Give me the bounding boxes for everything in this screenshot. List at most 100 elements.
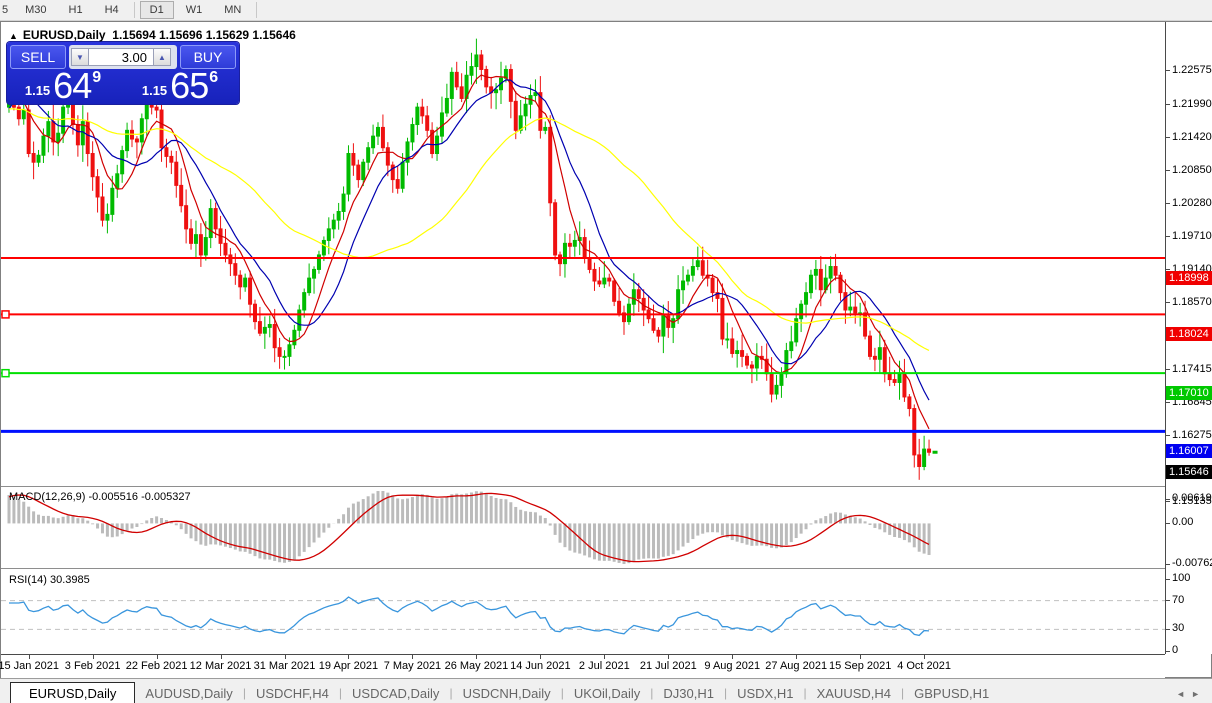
tab-separator: | [803,686,807,700]
date-tick [476,655,478,659]
price-axis-label: 1.19710 [1172,229,1212,242]
rsi-axis-label: 70 [1172,593,1185,606]
axis-tick [1166,578,1170,580]
axis-tick [1166,435,1170,437]
timeframe-button-h1[interactable]: H1 [68,4,83,16]
line-anchor-1.18024[interactable] [1,310,10,319]
date-tick [348,655,350,659]
rsi-axis-label: 0 [1172,644,1179,656]
macd-signal-line [8,492,930,563]
tab-ukoil-daily[interactable]: UKOil,Daily [573,686,641,701]
buy-button[interactable]: BUY [180,45,236,69]
x-axis-label: 14 Jun 2021 [510,660,571,672]
moving-average-medium [8,79,930,401]
price-tag-1.16007: 1.16007 [1166,444,1212,459]
axis-tick [1166,104,1170,106]
rsi-axis-label: 30 [1172,622,1185,635]
axis-tick [1166,499,1170,500]
date-tick [732,655,734,659]
tab-audusd-daily[interactable]: AUDUSD,Daily [145,686,233,701]
buy-price-display[interactable]: 1.15 65 6 [125,68,235,104]
pane-splitter[interactable] [1,486,1211,487]
tab-separator: | [650,686,654,700]
price-axis-label: 1.22575 [1172,63,1212,76]
axis-tick [1166,170,1170,172]
volume-increase-button[interactable]: ▲ [153,48,171,66]
tab-scroll-arrows[interactable]: ◄► [1176,689,1206,699]
axis-tick [1166,600,1170,602]
axis-tick [1166,369,1170,371]
chart-window: ▲ EURUSD,Daily 1.15694 1.15696 1.15629 1.… [0,21,1212,678]
tab-separator: | [338,686,343,700]
x-axis-label: 22 Feb 2021 [125,660,188,672]
price-axis-label: 1.16275 [1172,428,1212,441]
x-axis-label: 3 Feb 2021 [64,660,121,672]
sell-button[interactable]: SELL [10,45,66,69]
tab-usdcnh-daily[interactable]: USDCNH,Daily [462,686,551,701]
timeframe-button-5[interactable]: 5 [2,4,9,16]
rsi-label: RSI(14) 30.3985 [9,574,90,586]
price-tag-1.18998: 1.18998 [1166,270,1212,285]
x-axis-label: 26 May 2021 [444,660,509,672]
macd-label: MACD(12,26,9) -0.005516 -0.005327 [9,491,191,503]
axis-tick [1166,203,1170,205]
date-tick [412,655,414,659]
rsi-chart-canvas[interactable] [1,570,1165,653]
tab-scroll-left-icon[interactable]: ◄ [1176,689,1192,699]
tab-separator: | [723,686,728,700]
price-axis-label: 1.18570 [1172,295,1212,308]
price-axis: 1.22575 1.21990 1.21420 1.20850 1.20280 1.197… [1165,22,1212,656]
x-axis-label: 15 Jan 2021 [0,660,59,672]
date-tick [668,655,670,659]
volume-decrease-button[interactable]: ▼ [71,48,89,66]
date-tick [604,655,606,659]
sell-price-display[interactable]: 1.15 64 9 [8,68,118,104]
current-price-marker [932,450,938,454]
date-tick [28,655,30,659]
chart-ohlc-values: 1.15694 1.15696 1.15629 1.15646 [112,28,296,42]
buy-price-prefix: 1.15 [141,83,168,98]
tab-xauusd-h4[interactable]: XAUUSD,H4 [816,686,892,701]
tab-usdx-h1[interactable]: USDX,H1 [737,686,794,701]
symbol-tab-bar: EURUSD,Daily AUDUSD,Daily | USDCHF,H4 | USDCA… [0,678,1212,703]
tab-scroll-right-icon[interactable]: ► [1191,689,1206,699]
price-axis-label: 1.17415 [1172,362,1212,375]
line-anchor-1.1701[interactable] [1,368,10,378]
moving-average-fast [8,74,930,430]
timeframe-button-d1[interactable]: D1 [139,1,174,19]
axis-tick [1166,302,1170,304]
price-chart-canvas[interactable] [1,23,1165,486]
tab-gbpusd-h1[interactable]: GBPUSD,H1 [914,686,990,701]
macd-chart-canvas[interactable] [1,488,1165,567]
axis-tick [1166,402,1170,404]
timeframe-button-mn[interactable]: MN [224,4,242,16]
tab-usdcad-daily[interactable]: USDCAD,Daily [352,686,440,701]
macd-axis-label: 0.006193 [1172,492,1212,504]
buy-price-pip: 6 [209,69,219,86]
price-axis-label: 1.15135 [1172,494,1212,507]
macd-histogram [7,491,931,564]
axis-tick [1166,137,1170,139]
volume-input[interactable] [89,48,153,66]
timeframe-button-h4[interactable]: H4 [104,4,119,16]
date-tick [796,655,798,659]
tab-dj30-h1[interactable]: DJ30,H1 [663,686,714,701]
volume-spinner: ▼ ▲ [69,45,177,69]
tab-eurusd-daily[interactable]: EURUSD,Daily [10,682,136,703]
collapse-arrow-icon[interactable]: ▲ [9,31,18,41]
rsi-axis-label: 100 [1172,572,1191,584]
x-axis-label: 12 Mar 2021 [189,660,252,672]
x-axis-label: 27 Aug 2021 [765,660,828,672]
axis-tick [1166,70,1170,72]
timeframe-button-m30[interactable]: M30 [25,4,47,16]
x-axis-label: 31 Mar 2021 [253,660,316,672]
date-tick [92,655,94,659]
chart-symbol-label: EURUSD,Daily [22,28,106,42]
tab-usdchf-h4[interactable]: USDCHF,H4 [255,686,329,701]
pane-splitter[interactable] [1,568,1211,569]
timeframe-button-w1[interactable]: W1 [185,4,203,16]
axis-tick [1166,523,1170,525]
x-axis-label: 21 Jul 2021 [639,660,697,672]
price-tag-1.17010: 1.17010 [1166,386,1212,401]
toolbar-separator [133,2,135,18]
